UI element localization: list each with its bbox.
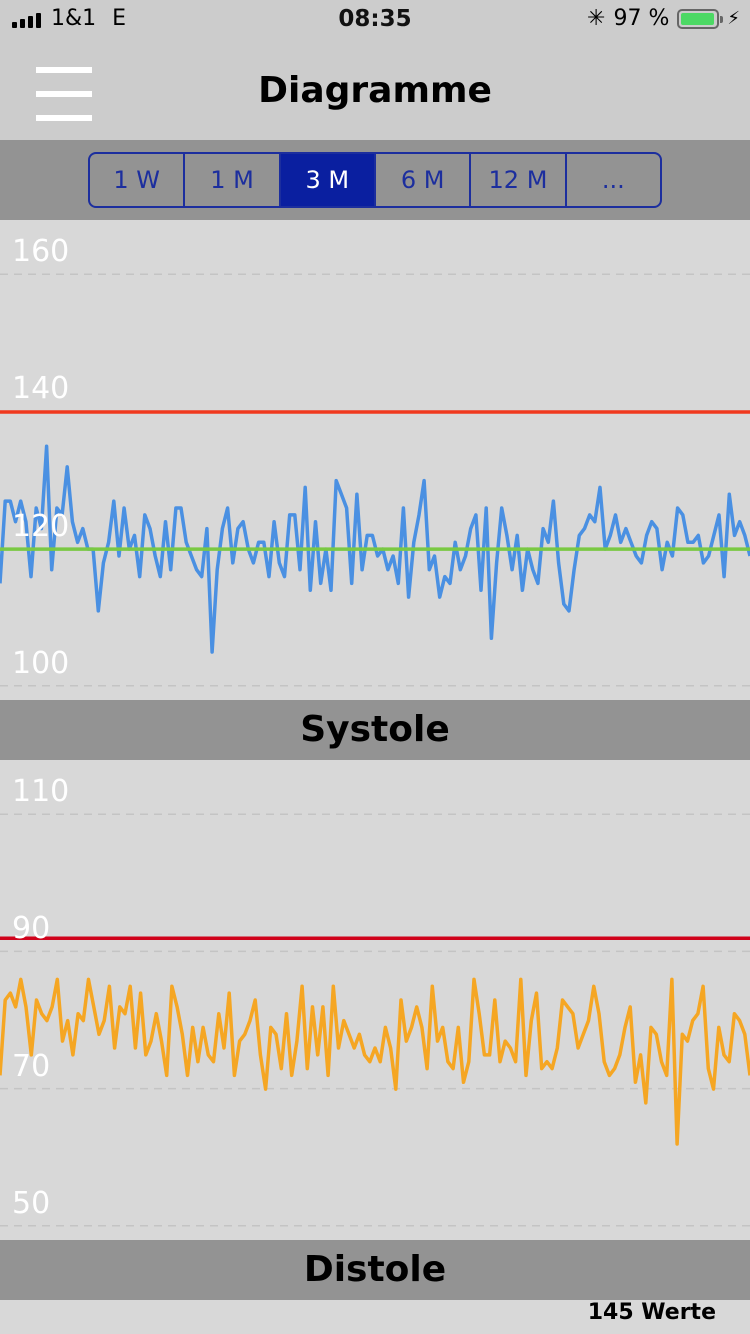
segment-12m[interactable]: 12 M [471, 154, 567, 206]
nav-bar: Diagramme [0, 40, 750, 140]
time-range-segmented-control: 1 W 1 M 3 M 6 M 12 M ... [88, 152, 662, 208]
distole-y-tick-label: 50 [12, 1185, 51, 1221]
segment-3m[interactable]: 3 M [280, 154, 376, 206]
charging-icon: ⚡ [727, 8, 740, 29]
distole-series-line [0, 977, 750, 1146]
systole-series-line [0, 444, 750, 654]
systole-y-tick-label: 160 [12, 234, 70, 270]
distole-chart-svg [0, 813, 750, 1227]
systole-y-tick-label: 140 [12, 371, 70, 407]
systole-y-tick-label: 100 [12, 645, 70, 681]
distole-y-tick-label: 110 [12, 774, 70, 810]
value-count: 145 Werte [587, 1300, 716, 1325]
distole-y-tick-label: 90 [12, 911, 51, 947]
battery-icon [677, 8, 724, 29]
page-title: Diagramme [258, 70, 492, 111]
network-label: E [112, 6, 127, 31]
systole-y-tick-label: 120 [12, 508, 70, 544]
systole-chart: 160 140 120 100 [0, 220, 750, 700]
distole-y-tick-label: 70 [12, 1048, 51, 1084]
carrier-label: 1&1 [51, 6, 97, 31]
segment-1m[interactable]: 1 M [185, 154, 281, 206]
menu-icon[interactable] [36, 67, 92, 121]
distole-title: Distole [0, 1240, 750, 1300]
distole-chart: 110 90 70 50 [0, 760, 750, 1240]
signal-icon [12, 10, 41, 28]
segment-more[interactable]: ... [601, 166, 625, 194]
systole-title: Systole [0, 700, 750, 760]
systole-chart-svg [0, 273, 750, 687]
status-right: ✳ 97 % ⚡ [587, 6, 740, 31]
status-time: 08:35 [338, 6, 412, 32]
status-bar: 1&1 E 08:35 ✳ 97 % ⚡ [0, 0, 750, 40]
bluetooth-icon: ✳ [587, 6, 606, 31]
status-left: 1&1 E [12, 6, 126, 31]
battery-percent: 97 % [613, 6, 670, 31]
segment-1w[interactable]: 1 W [90, 154, 186, 206]
time-range-bar: 1 W 1 M 3 M 6 M 12 M ... [0, 140, 750, 220]
segment-6m[interactable]: 6 M [376, 154, 472, 206]
